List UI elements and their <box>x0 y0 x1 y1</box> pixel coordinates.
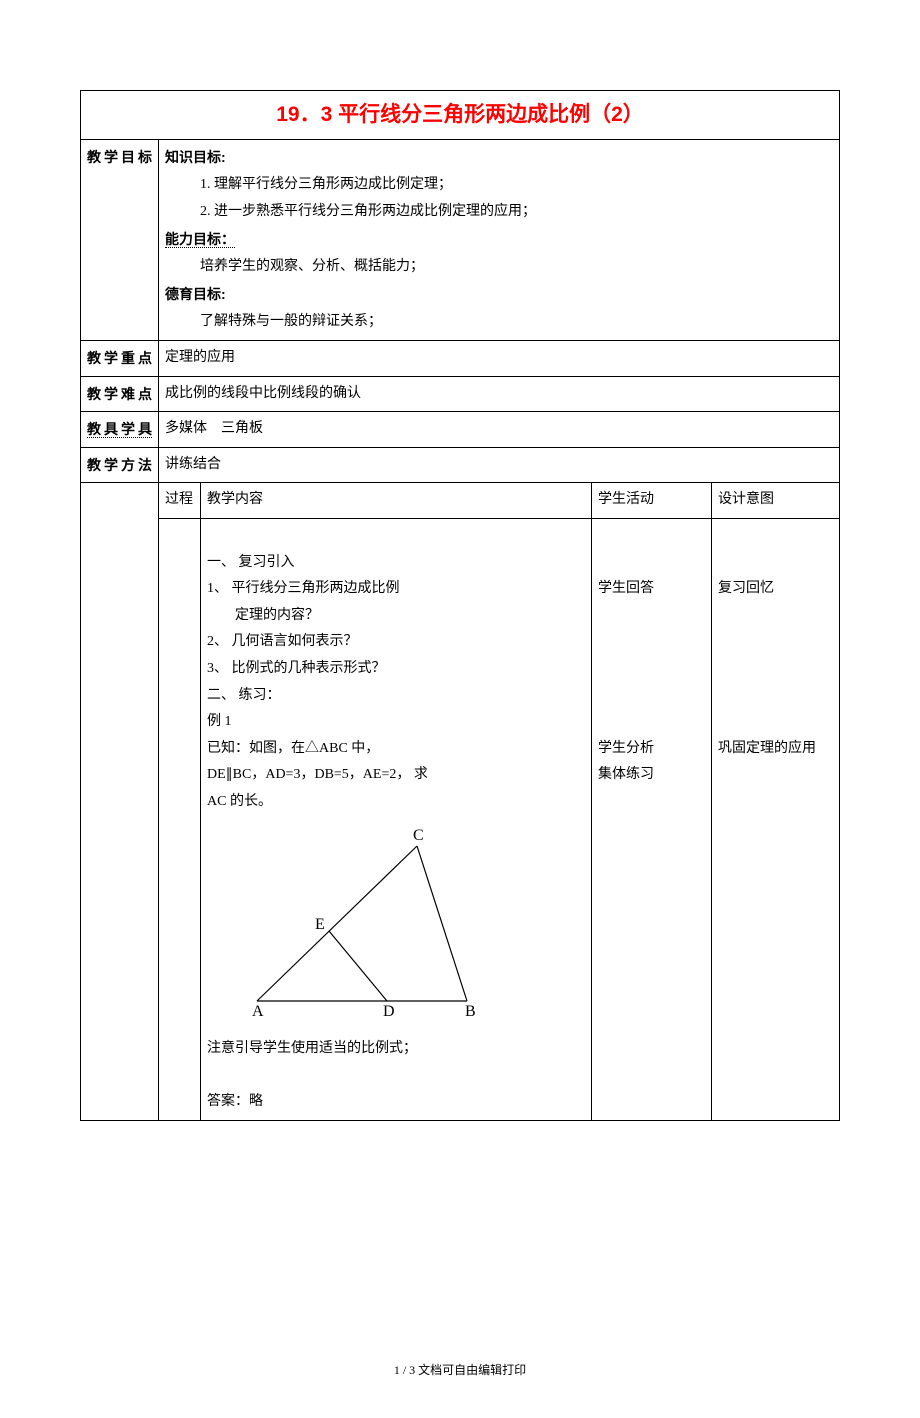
example-1-head: 例 1 <box>207 714 232 729</box>
method-text: 讲练结合 <box>159 447 840 483</box>
goals-label: 教学目标 <box>81 139 159 340</box>
focus-row: 教学重点 定理的应用 <box>81 341 840 377</box>
review-item-2: 2、 几何语言如何表示？ <box>207 634 358 649</box>
title-cell: 19．3 平行线分三角形两边成比例（2） <box>81 91 840 140</box>
moral-item-1: 了解特殊与一般的辩证关系； <box>200 314 382 329</box>
example-1-cond: DE∥BC，AD=3，DB=5，AE=2， 求 <box>207 767 428 782</box>
review-item-1b: 定理的内容？ <box>207 608 319 623</box>
svg-text:A: A <box>252 1003 264 1016</box>
process-row-label <box>81 483 159 1121</box>
tools-label: 教具学具 <box>81 412 159 448</box>
method-label: 教学方法 <box>81 447 159 483</box>
svg-text:C: C <box>413 827 424 844</box>
tools-label-text: 教具学具 <box>87 421 152 438</box>
practice-head: 二、 练习： <box>207 688 281 703</box>
knowledge-item-1: 1. 理解平行线分三角形两边成比例定理； <box>200 177 452 192</box>
knowledge-head: 知识目标: <box>165 149 226 165</box>
design-1: 复习回忆 <box>718 581 774 596</box>
design-head: 设计意图 <box>711 483 839 519</box>
moral-head: 德育目标: <box>165 286 226 302</box>
content-head: 教学内容 <box>201 483 592 519</box>
focus-text: 定理的应用 <box>159 341 840 377</box>
focus-label: 教学重点 <box>81 341 159 377</box>
difficulty-row: 教学难点 成比例的线段中比例线段的确认 <box>81 376 840 412</box>
design-intent-cell: 复习回忆 巩固定理的应用 <box>711 519 839 1121</box>
ability-item-1: 培养学生的观察、分析、概括能力； <box>200 259 424 274</box>
goals-content: 知识目标: 1. 理解平行线分三角形两边成比例定理； 2. 进一步熟悉平行线分三… <box>159 139 840 340</box>
teaching-note: 注意引导学生使用适当的比例式； <box>207 1041 417 1056</box>
answer-line: 答案：略 <box>207 1094 263 1109</box>
process-head: 过程 <box>159 483 201 519</box>
tools-text: 多媒体 三角板 <box>159 412 840 448</box>
activity-2: 学生分析 <box>598 741 654 756</box>
activity-head: 学生活动 <box>591 483 711 519</box>
ability-head: 能力目标： <box>165 231 235 248</box>
title-row: 19．3 平行线分三角形两边成比例（2） <box>81 91 840 140</box>
svg-text:B: B <box>465 1003 476 1016</box>
student-activity-cell: 学生回答 学生分析 集体练习 <box>591 519 711 1121</box>
example-1-known: 已知：如图，在△ABC 中， <box>207 741 379 756</box>
document-title: 19．3 平行线分三角形两边成比例（2） <box>276 103 644 126</box>
activity-3: 集体练习 <box>598 767 654 782</box>
teaching-content-cell: 一、 复习引入 1、 平行线分三角形两边成比例 定理的内容？ 2、 几何语言如何… <box>201 519 592 1121</box>
triangle-diagram-wrap: A B C D E <box>207 816 585 1037</box>
activity-1: 学生回答 <box>598 581 654 596</box>
difficulty-text: 成比例的线段中比例线段的确认 <box>159 376 840 412</box>
process-body-row: 一、 复习引入 1、 平行线分三角形两边成比例 定理的内容？ 2、 几何语言如何… <box>81 519 840 1121</box>
method-row: 教学方法 讲练结合 <box>81 447 840 483</box>
review-item-1a: 1、 平行线分三角形两边成比例 <box>207 581 400 596</box>
process-step-cell <box>159 519 201 1121</box>
difficulty-label: 教学难点 <box>81 376 159 412</box>
example-1-ask: AC 的长。 <box>207 794 272 809</box>
design-2: 巩固定理的应用 <box>718 741 816 756</box>
page-footer: 1 / 3 文档可自由编辑打印 <box>80 1361 840 1378</box>
document-page: 19．3 平行线分三角形两边成比例（2） 教学目标 知识目标: 1. 理解平行线… <box>0 0 920 1418</box>
lesson-plan-table: 19．3 平行线分三角形两边成比例（2） 教学目标 知识目标: 1. 理解平行线… <box>80 90 840 1121</box>
triangle-diagram: A B C D E <box>237 826 487 1016</box>
knowledge-item-2: 2. 进一步熟悉平行线分三角形两边成比例定理的应用； <box>200 204 536 219</box>
review-item-3: 3、 比例式的几种表示形式？ <box>207 661 386 676</box>
goals-row: 教学目标 知识目标: 1. 理解平行线分三角形两边成比例定理； 2. 进一步熟悉… <box>81 139 840 340</box>
process-header-row: 过程 教学内容 学生活动 设计意图 <box>81 483 840 519</box>
svg-text:E: E <box>315 916 325 933</box>
review-head: 一、 复习引入 <box>207 555 295 570</box>
svg-text:D: D <box>383 1003 395 1016</box>
tools-row: 教具学具 多媒体 三角板 <box>81 412 840 448</box>
